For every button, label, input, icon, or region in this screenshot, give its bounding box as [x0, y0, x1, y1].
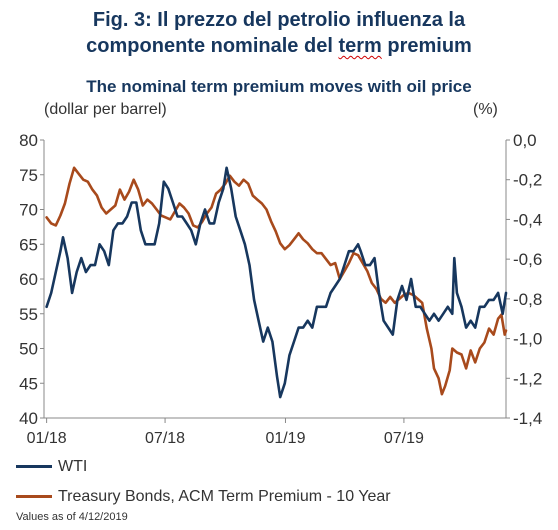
figure-title-underlined-word: term	[338, 35, 382, 57]
figure-title-line-1: Fig. 3: Il prezzo del petrolio influenza…	[92, 9, 466, 31]
right-axis-tick-label: -0,4	[513, 210, 542, 229]
x-axis-tick-label: 07/18	[145, 430, 185, 447]
left-axis-tick-label: 70	[19, 201, 38, 220]
right-axis-tick-label: -0,2	[513, 171, 542, 190]
legend-swatch-term-premium	[16, 495, 52, 499]
figure-title-line-2-end: premium	[381, 35, 472, 57]
left-axis-tick-label: 50	[19, 340, 38, 359]
figure-title-line-2-start: componente nominale del	[86, 35, 339, 57]
footer-note: Values as of 4/12/2019	[16, 511, 128, 523]
series-line-term-premium	[45, 166, 508, 396]
right-axis-tick-label: -1,4	[513, 409, 542, 428]
x-axis-tick-label: 01/18	[27, 430, 67, 447]
left-axis-tick-label: 45	[19, 374, 38, 393]
left-axis-tick-label: 75	[19, 166, 38, 185]
chart-title: The nominal term premium moves with oil …	[86, 77, 472, 96]
left-axis-tick-label: 55	[19, 305, 38, 324]
legend-label-term-premium: Treasury Bonds, ACM Term Premium - 10 Ye…	[58, 488, 391, 505]
x-axis-tick-label: 01/19	[265, 430, 305, 447]
legend-swatch-wti	[16, 465, 52, 469]
right-axis-tick-label: -0,8	[513, 290, 542, 309]
left-axis-tick-label: 40	[19, 409, 38, 428]
figure-title-line-2: componente nominale del term premium	[0, 34, 558, 58]
right-axis-tick-label: 0,0	[513, 131, 537, 150]
right-axis-unit: (%)	[473, 101, 498, 118]
left-axis-unit: (dollar per barrel)	[44, 101, 167, 118]
legend-label-wti: WTI	[58, 458, 88, 475]
series-line-wti	[45, 166, 508, 399]
left-axis-tick-label: 65	[19, 235, 38, 254]
left-axis-tick-label: 80	[19, 131, 38, 150]
x-axis-tick-label: 07/19	[384, 430, 424, 447]
right-axis-tick-label: -1,0	[513, 330, 542, 349]
legend-item-term-premium: Treasury Bonds, ACM Term Premium - 10 Ye…	[16, 488, 391, 508]
left-axis-tick-label: 60	[19, 270, 38, 289]
right-axis-tick-label: -0,6	[513, 250, 542, 269]
legend-item-wti: WTI	[16, 458, 87, 478]
right-axis-tick-label: -1,2	[513, 369, 542, 388]
